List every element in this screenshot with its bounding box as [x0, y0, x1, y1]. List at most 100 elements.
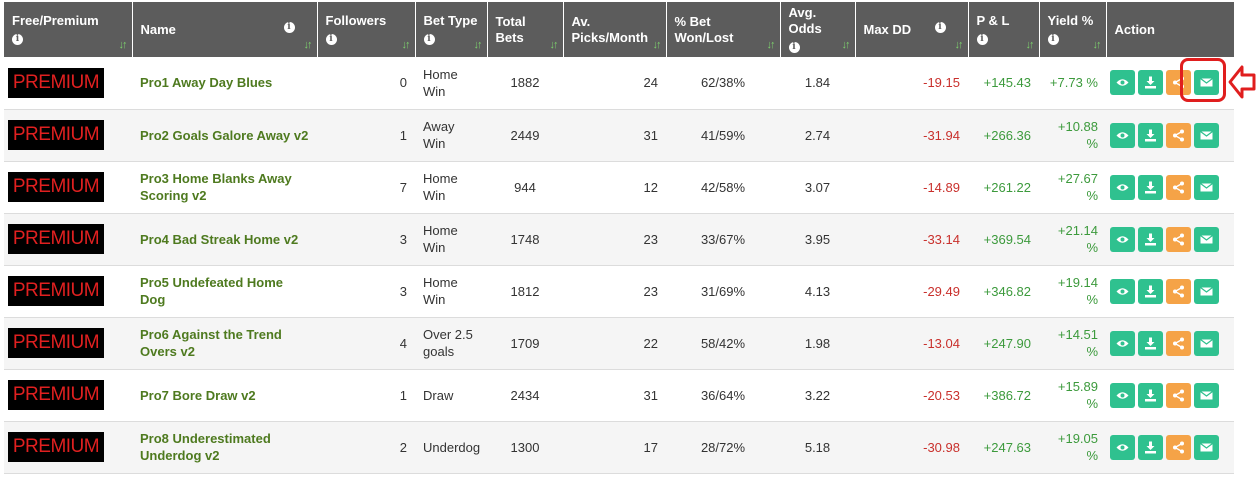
strategy-name-link[interactable]: Pro7 Bore Draw v2: [140, 387, 256, 403]
email-button[interactable]: [1194, 382, 1219, 408]
profit-loss-cell: +247.90: [968, 317, 1039, 369]
yield-percent-cell: +14.51 %: [1039, 317, 1106, 369]
table-row[interactable]: PREMIUM Pro8 Underestimated Underdog v2 2 U…: [4, 421, 1234, 473]
column-header-bet-type[interactable]: Bet Type i ↓↑: [414, 2, 487, 57]
action-cell: [1106, 317, 1234, 369]
download-button[interactable]: [1138, 174, 1163, 200]
column-header-followers[interactable]: Followers i ↓↑: [316, 2, 415, 57]
strategy-name-link[interactable]: Pro2 Goals Galore Away v2: [140, 127, 309, 143]
column-header-label: Action: [1114, 21, 1155, 37]
view-button[interactable]: [1110, 434, 1135, 460]
email-button[interactable]: [1194, 174, 1219, 200]
email-button[interactable]: [1194, 70, 1219, 96]
strategy-name-link-cell: Pro3 Home Blanks Away Scoring v2: [132, 161, 317, 213]
picks-per-month: 31: [643, 387, 658, 403]
column-header-label: Total Bets: [495, 13, 526, 45]
download-button[interactable]: [1138, 330, 1163, 356]
premium-badge: PREMIUM: [8, 432, 104, 462]
share-button[interactable]: [1166, 122, 1191, 148]
column-header-av-picks-month[interactable]: Av. Picks/Month ↓↑: [562, 2, 666, 57]
info-icon: i: [976, 33, 988, 45]
sort-icon[interactable]: ↓↑: [303, 39, 313, 51]
table-row[interactable]: PREMIUM Pro4 Bad Streak Home v2 3 Home Win 1…: [4, 213, 1234, 265]
followers-count: 0: [399, 75, 407, 91]
view-button[interactable]: [1110, 330, 1135, 356]
won-lost-percent: 31/69%: [700, 283, 746, 299]
premium-badge-cell: PREMIUM: [4, 213, 132, 265]
action-cell: [1106, 421, 1234, 473]
view-button[interactable]: [1110, 70, 1135, 96]
download-button[interactable]: [1138, 434, 1163, 460]
strategy-name-link[interactable]: Pro5 Undefeated Home Dog: [140, 275, 284, 307]
followers-count-cell: 1: [317, 109, 415, 161]
share-button[interactable]: [1166, 226, 1191, 252]
share-button[interactable]: [1166, 330, 1191, 356]
column-header-p-l[interactable]: P & L i ↓↑: [967, 2, 1039, 57]
share-button[interactable]: [1166, 278, 1191, 304]
download-button[interactable]: [1138, 122, 1163, 148]
sort-icon[interactable]: ↓↑: [954, 39, 964, 51]
share-button[interactable]: [1166, 382, 1191, 408]
strategy-name-link[interactable]: Pro6 Against the Trend Overs v2: [140, 327, 282, 359]
sort-icon[interactable]: ↓↑: [1092, 39, 1102, 51]
table-row[interactable]: PREMIUM Pro7 Bore Draw v2 1 Draw 2434 31 36/64…: [4, 369, 1234, 421]
download-button[interactable]: [1138, 70, 1163, 96]
table-row[interactable]: PREMIUM Pro1 Away Day Blues 0 Home Win 1882 2…: [4, 57, 1234, 109]
action-cell: [1106, 213, 1234, 265]
strategy-name-link[interactable]: Pro3 Home Blanks Away Scoring v2: [140, 171, 292, 203]
bet-type-cell: Home Win: [415, 265, 487, 317]
download-button[interactable]: [1138, 226, 1163, 252]
email-button[interactable]: [1194, 330, 1219, 356]
yield-percent: +15.89 %: [1057, 379, 1098, 411]
table-row[interactable]: PREMIUM Pro5 Undefeated Home Dog 3 Home Win…: [4, 265, 1234, 317]
view-button[interactable]: [1110, 122, 1135, 148]
sort-icon[interactable]: ↓↑: [401, 39, 411, 51]
download-button[interactable]: [1138, 278, 1163, 304]
strategy-name-link[interactable]: Pro8 Underestimated Underdog v2: [140, 431, 271, 463]
download-button[interactable]: [1138, 382, 1163, 408]
followers-count-cell: 2: [317, 421, 415, 473]
view-button[interactable]: [1110, 226, 1135, 252]
email-button[interactable]: [1194, 226, 1219, 252]
table-row[interactable]: PREMIUM Pro6 Against the Trend Overs v2 4 O…: [4, 317, 1234, 369]
sort-icon[interactable]: ↓↑: [473, 39, 483, 51]
column-header-yield[interactable]: Yield % i ↓↑: [1038, 2, 1106, 57]
view-button[interactable]: [1110, 382, 1135, 408]
strategy-name-link[interactable]: Pro1 Away Day Blues: [140, 75, 273, 91]
email-button[interactable]: [1194, 434, 1219, 460]
total-bets-cell: 2434: [487, 369, 563, 421]
email-button[interactable]: [1194, 122, 1219, 148]
sort-icon[interactable]: ↓↑: [652, 39, 662, 51]
column-header-total-bets[interactable]: Total Bets ↓↑: [486, 2, 563, 57]
column-header-free-premium[interactable]: Free/Premium i ↓↑: [4, 2, 132, 57]
max-drawdown: -29.49: [923, 283, 960, 299]
column-header-max-dd[interactable]: Max DD i ↓↑: [854, 2, 968, 57]
column-header-avg-odds[interactable]: Avg. Odds i ↓↑: [779, 2, 855, 57]
yield-percent-cell: +27.67 %: [1039, 161, 1106, 213]
strategy-name-link[interactable]: Pro4 Bad Streak Home v2: [140, 231, 299, 247]
total-bets-cell: 1882: [487, 57, 563, 109]
email-button[interactable]: [1194, 278, 1219, 304]
share-button[interactable]: [1166, 434, 1191, 460]
won-lost-percent-cell: 41/59%: [666, 109, 780, 161]
bet-type: Home Win: [423, 66, 458, 99]
table-row[interactable]: PREMIUM Pro2 Goals Galore Away v2 1 Away Wi…: [4, 109, 1234, 161]
max-drawdown: -30.98: [923, 439, 960, 455]
column-header-bet-won-lost[interactable]: % Bet Won/Lost ↓↑: [665, 2, 780, 57]
picks-per-month-cell: 23: [563, 265, 666, 317]
view-button[interactable]: [1110, 174, 1135, 200]
share-button[interactable]: [1166, 174, 1191, 200]
sort-icon[interactable]: ↓↑: [549, 39, 559, 51]
bet-type-cell: Over 2.5 goals: [415, 317, 487, 369]
view-button[interactable]: [1110, 278, 1135, 304]
sort-icon[interactable]: ↓↑: [1025, 39, 1035, 51]
column-header-name[interactable]: Name i ↓↑: [131, 2, 317, 57]
sort-icon[interactable]: ↓↑: [118, 39, 128, 51]
share-button[interactable]: [1166, 70, 1191, 96]
email-button-highlight: [1180, 58, 1226, 102]
table-row[interactable]: PREMIUM Pro3 Home Blanks Away Scoring v2 7…: [4, 161, 1234, 213]
bet-type: Over 2.5 goals: [423, 327, 473, 359]
sort-icon[interactable]: ↓↑: [766, 39, 776, 51]
sort-icon[interactable]: ↓↑: [841, 39, 851, 51]
strategies-table: Free/Premium i ↓↑ Name i ↓↑ Followers i ↓↑ Bet Ty…: [4, 2, 1234, 474]
